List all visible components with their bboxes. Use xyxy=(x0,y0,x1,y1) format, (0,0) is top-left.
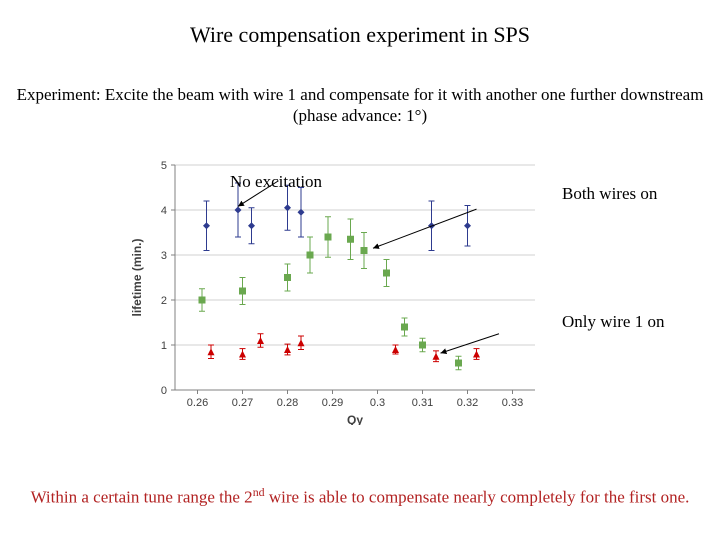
svg-text:4: 4 xyxy=(161,205,167,217)
chart-svg: 0.26 0.27 0.28 0.29 0.3 0.31 0.32 0.33 0 1 2 3 4 5 Qy l… xyxy=(120,155,550,425)
experiment-description: Experiment: Excite the beam with wire 1 … xyxy=(0,84,720,127)
svg-text:2: 2 xyxy=(161,295,167,307)
svg-text:0: 0 xyxy=(161,385,167,397)
svg-text:0.31: 0.31 xyxy=(412,397,433,409)
svg-text:1: 1 xyxy=(161,340,167,352)
label-both-wires: Both wires on xyxy=(562,184,657,204)
svg-text:0.29: 0.29 xyxy=(322,397,343,409)
svg-text:0.3: 0.3 xyxy=(370,397,385,409)
svg-text:0.28: 0.28 xyxy=(277,397,298,409)
svg-text:3: 3 xyxy=(161,250,167,262)
conclusion-text: Within a certain tune range the 2nd wire… xyxy=(0,485,720,508)
lifetime-chart: 0.26 0.27 0.28 0.29 0.3 0.31 0.32 0.33 0 1 2 3 4 5 Qy l… xyxy=(120,155,550,425)
svg-text:0.32: 0.32 xyxy=(457,397,478,409)
svg-text:lifetime (min.): lifetime (min.) xyxy=(130,238,144,316)
label-no-excitation: No excitation xyxy=(230,172,322,192)
svg-text:0.27: 0.27 xyxy=(232,397,253,409)
svg-text:Qy: Qy xyxy=(347,413,363,425)
page-title: Wire compensation experiment in SPS xyxy=(0,22,720,48)
svg-text:5: 5 xyxy=(161,160,167,172)
svg-text:0.26: 0.26 xyxy=(187,397,208,409)
label-only-wire-1: Only wire 1 on xyxy=(562,312,664,332)
svg-text:0.33: 0.33 xyxy=(502,397,523,409)
